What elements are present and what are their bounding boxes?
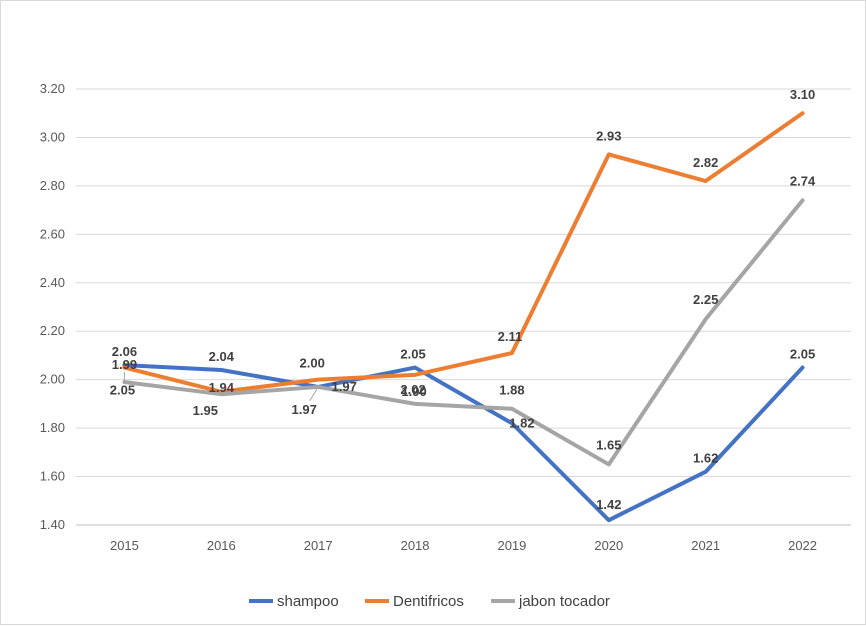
data-label: 2.11	[498, 329, 523, 344]
data-label: 2.82	[693, 155, 718, 170]
y-tick-label: 2.60	[40, 226, 65, 241]
data-label: 1.94	[209, 380, 235, 395]
series-lines	[122, 111, 805, 523]
y-tick-label: 2.00	[40, 372, 65, 387]
data-label: 1.97	[292, 402, 317, 417]
data-label: 1.42	[596, 497, 621, 512]
series-line-shampoo	[122, 363, 805, 523]
data-label: 1.90	[401, 384, 426, 399]
data-label: 1.97	[332, 379, 357, 394]
legend: shampoo Dentifricos jabon tocador	[249, 593, 610, 610]
data-label: 3.10	[790, 87, 815, 102]
data-label: 1.99	[112, 357, 137, 372]
x-tick-label: 2020	[594, 538, 623, 553]
x-tick-label: 2022	[788, 538, 817, 553]
x-tick-label: 2016	[207, 538, 236, 553]
y-axis: 1.40 1.60 1.80 2.00 2.20 2.40 2.60 2.80 3.00 3.20	[40, 81, 65, 532]
legend-label: jabon tocador	[518, 593, 610, 610]
y-tick-label: 3.00	[40, 129, 65, 144]
data-label: 2.74	[790, 173, 816, 188]
y-tick-label: 3.20	[40, 81, 65, 96]
data-label: 1.65	[596, 437, 621, 452]
x-tick-label: 2021	[691, 538, 720, 553]
data-label: 2.05	[790, 347, 815, 362]
data-label: 2.93	[596, 128, 621, 143]
data-labels: 2.06 2.04 1.97 2.05 1.82 1.42 1.62 2.05 2.05 1.95…	[110, 87, 816, 512]
data-label: 1.95	[193, 403, 218, 418]
series-line-jabon-tocador	[122, 198, 805, 467]
data-label: 2.05	[110, 383, 135, 398]
x-tick-label: 2017	[304, 538, 333, 553]
y-tick-label: 1.60	[40, 469, 65, 484]
data-label: 1.88	[499, 383, 524, 398]
series-line-dentifricos	[122, 111, 805, 394]
x-axis: 2015 2016 2017 2018 2019 2020 2021 2022	[110, 538, 817, 553]
data-label: 1.82	[509, 415, 534, 430]
x-tick-label: 2018	[401, 538, 430, 553]
legend-label: Dentifricos	[393, 593, 464, 610]
y-tick-label: 2.20	[40, 323, 65, 338]
x-tick-label: 2019	[497, 538, 526, 553]
x-tick-label: 2015	[110, 538, 139, 553]
data-label: 2.04	[209, 349, 235, 364]
legend-label: shampoo	[277, 593, 339, 610]
data-label: 2.25	[693, 292, 718, 307]
gridlines	[76, 88, 851, 526]
y-tick-label: 2.80	[40, 178, 65, 193]
data-label: 2.05	[400, 347, 425, 362]
data-label: 2.00	[300, 356, 325, 371]
data-label: 1.62	[693, 451, 718, 466]
y-tick-label: 2.40	[40, 275, 65, 290]
label-leader-line	[309, 386, 319, 401]
y-tick-label: 1.40	[40, 517, 65, 532]
data-label: 2.06	[112, 344, 137, 359]
data-label: 2.02	[400, 382, 425, 397]
y-tick-label: 1.80	[40, 420, 65, 435]
